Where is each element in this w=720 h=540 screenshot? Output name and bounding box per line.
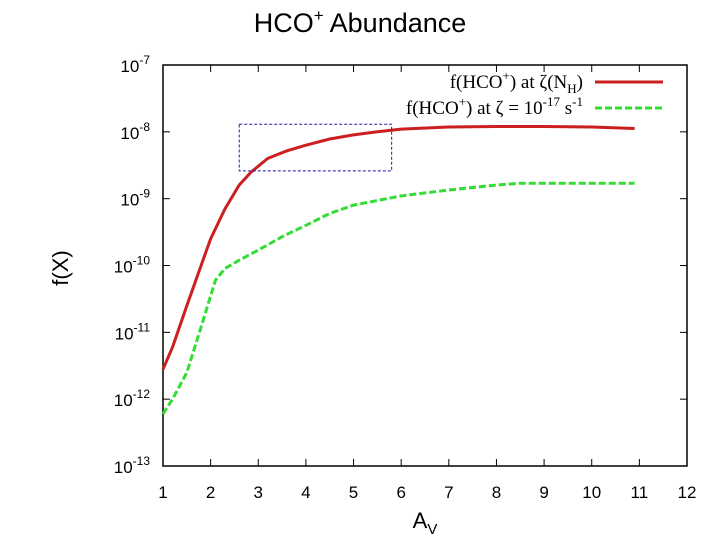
legend-text-superscript: -1 <box>572 94 583 109</box>
legend-text-superscript: + <box>459 94 466 109</box>
y-tick-exponent: -7 <box>139 53 150 67</box>
chart-title-rest: Abundance <box>323 8 467 38</box>
legend-text-end: ) <box>577 72 583 93</box>
y-tick-exponent: -8 <box>139 120 150 134</box>
y-tick-label: 10-12 <box>114 387 151 410</box>
x-tick-label: 5 <box>349 483 358 502</box>
legend-text-middle: ) at ζ(N <box>510 72 568 93</box>
x-tick-label: 10 <box>582 483 601 502</box>
legend-text-subscript: H <box>567 81 576 96</box>
legend-label-2: f(HCO+) at ζ = 10-17 s-1 <box>406 94 583 119</box>
legend-label-1: f(HCO+) at ζ(NH) <box>450 68 583 96</box>
y-tick-base: 10 <box>120 124 139 143</box>
x-axis-title-main: A <box>413 508 428 533</box>
y-tick-base: 10 <box>114 258 133 277</box>
x-axis-ticks: 1 2 3 4 5 6 7 8 9 10 11 12 <box>158 65 696 502</box>
y-axis-title: f(X) <box>48 250 73 285</box>
x-tick-label: 12 <box>678 483 697 502</box>
y-tick-base: 10 <box>120 57 139 76</box>
x-tick-label: 7 <box>444 483 453 502</box>
chart-title-main: HCO <box>253 8 314 38</box>
y-tick-exponent: -13 <box>133 454 151 468</box>
y-tick-label: 10-8 <box>120 120 150 143</box>
plot-frame <box>162 64 688 467</box>
legend-text-superscript: + <box>502 68 509 83</box>
x-tick-label: 6 <box>396 483 405 502</box>
y-tick-base: 10 <box>114 458 133 477</box>
x-axis-title-subscript: V <box>427 521 437 538</box>
y-tick-exponent: -10 <box>133 254 151 268</box>
x-tick-label: 9 <box>539 483 548 502</box>
y-tick-exponent: -9 <box>139 187 150 201</box>
y-tick-label: 10-10 <box>114 254 151 277</box>
x-tick-label: 8 <box>492 483 501 502</box>
y-tick-exponent: -12 <box>133 387 151 401</box>
series-layer <box>161 125 635 415</box>
legend-text-base: f(HCO <box>450 72 503 93</box>
series-line-2 <box>161 181 635 415</box>
series-line-1 <box>161 125 635 370</box>
annotation-dashed-box <box>238 123 393 172</box>
y-tick-label: 10-13 <box>114 454 151 477</box>
x-axis-title: AV <box>413 508 438 538</box>
y-tick-base: 10 <box>115 324 134 343</box>
legend: f(HCO+) at ζ(NH)f(HCO+) at ζ = 10-17 s-1 <box>406 68 663 119</box>
annotation-layer <box>238 123 393 172</box>
y-tick-exponent: -11 <box>134 320 151 334</box>
y-tick-label: 10-11 <box>115 320 151 343</box>
legend-text-middle: ) at ζ = 10 <box>466 98 543 119</box>
chart-title: HCO+ Abundance <box>0 6 720 39</box>
legend-text-base: f(HCO <box>406 98 459 119</box>
legend-text-superscript: -17 <box>543 94 561 109</box>
x-tick-label: 3 <box>254 483 263 502</box>
x-tick-label: 4 <box>301 483 310 502</box>
legend-text-end: s <box>560 98 572 119</box>
x-tick-label: 1 <box>158 483 167 502</box>
y-tick-label: 10-9 <box>120 187 150 210</box>
y-tick-base: 10 <box>120 191 139 210</box>
chart-title-superscript: + <box>313 6 324 25</box>
x-tick-label: 11 <box>631 483 649 502</box>
x-tick-label: 2 <box>206 483 215 502</box>
y-tick-base: 10 <box>114 391 133 410</box>
y-tick-label: 10-7 <box>120 53 150 76</box>
